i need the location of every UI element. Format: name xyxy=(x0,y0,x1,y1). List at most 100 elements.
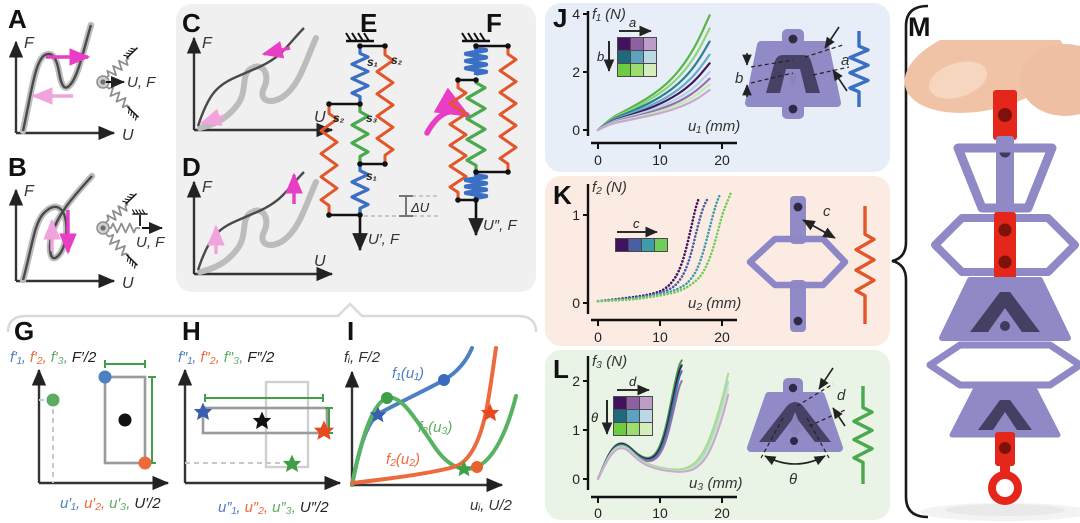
panel-K-label: K xyxy=(553,180,572,210)
wall-hatch-icon xyxy=(122,43,139,60)
a-sweep-label: a xyxy=(629,15,636,30)
wall-hatch-icon xyxy=(123,105,140,122)
panel-C-label: C xyxy=(182,8,201,38)
j-curve-family xyxy=(596,14,711,132)
previous-rectangle xyxy=(264,380,310,469)
j-y-axis-title: f₁ (N) xyxy=(592,6,626,23)
i-x-axis-label: uᵢ, U/2 xyxy=(470,497,513,514)
panel-D-ylabel: F xyxy=(202,179,213,196)
coupled-curve-shadow xyxy=(197,179,319,275)
j-xtick-20: 20 xyxy=(714,152,730,168)
compressed-spring-s1-top xyxy=(463,46,489,76)
coupled-curve xyxy=(196,171,305,271)
k-x-ticks xyxy=(597,320,723,326)
panel-G: G f′₁, f′₂, f′₃, F′/2 u′₁, u′₂, u′₃, U′/2 xyxy=(10,316,170,512)
panel-A-xlabel: U xyxy=(122,127,134,144)
l-y-axis-title: f₃ (N) xyxy=(592,353,627,370)
coupled-curve xyxy=(196,27,305,127)
l-dimension-arrows xyxy=(760,367,846,466)
panel-E-load-label: U′, F xyxy=(368,231,400,248)
panel-B-label: B xyxy=(8,152,27,182)
s2-label: s₂ xyxy=(333,111,345,125)
j-dim-b-label: b xyxy=(735,70,743,87)
panel-A-load-label: U, F xyxy=(127,74,156,91)
s2-label: s₂ xyxy=(391,53,403,67)
panel-F-load-label: U″, F xyxy=(483,217,517,234)
j-ytick-0: 0 xyxy=(572,122,580,138)
panel-M-label: M xyxy=(908,12,931,42)
panel-L: L 2 1 0 f₃ (N) 0 10 20 u₃ (mm) d θ xyxy=(545,350,890,521)
k-y-axis-title: f₂ (N) xyxy=(592,179,627,196)
j-x-ticks xyxy=(597,143,723,149)
k-xtick-10: 10 xyxy=(652,329,668,345)
orange-dot xyxy=(471,461,483,473)
l-curve-family xyxy=(597,359,730,480)
k-ytick-0: 0 xyxy=(572,295,580,311)
f2-curve xyxy=(350,346,498,485)
k-y-ticks xyxy=(583,214,588,304)
green-star xyxy=(455,460,473,477)
panel-I-label: I xyxy=(347,316,354,346)
coupled-curve-shadow xyxy=(197,35,319,131)
black-star xyxy=(252,411,272,429)
panel-J-label: J xyxy=(553,3,567,33)
network-nodes xyxy=(455,43,511,203)
l-xtick-0: 0 xyxy=(594,505,602,521)
blue-dot xyxy=(438,374,450,386)
green-dot xyxy=(381,392,393,404)
l-x-ticks xyxy=(597,497,723,503)
force-curve xyxy=(21,24,93,132)
k-part-photo xyxy=(746,196,849,332)
bistable-frame-part xyxy=(953,143,1057,213)
h-y-axis-label: f″₁, f″₂, f″₃, F″/2 xyxy=(178,349,275,366)
d-sweep-label: d xyxy=(629,374,637,389)
l-x-axis-title: u₃ (mm) xyxy=(689,475,742,492)
panel-I: I fᵢ, F/2 f₁(u₁) f₃(u₃) f₂(u₂) uᵢ, U/2 xyxy=(344,316,518,514)
orange-spring-icon xyxy=(854,206,876,324)
j-x-axis-title: u₁ (mm) xyxy=(688,118,740,135)
wall-hatch-icon xyxy=(131,208,149,215)
green-range-brackets xyxy=(104,360,156,464)
k-parameter-grid xyxy=(615,238,668,252)
orange-star xyxy=(313,420,335,440)
operating-rectangle xyxy=(201,406,329,435)
k-ytick-1: 1 xyxy=(572,207,580,223)
green-state-dot xyxy=(46,393,60,407)
l-dim-d-label: d xyxy=(837,387,846,404)
panel-K: K 1 0 f₂ (N) 0 10 20 u₂ (mm) c xyxy=(545,176,890,346)
j-parameter-grid xyxy=(617,37,657,77)
panel-C-ylabel: F xyxy=(202,35,213,52)
green-range-brackets xyxy=(204,394,333,434)
j-ytick-2: 2 xyxy=(572,64,580,80)
orange-state-dot xyxy=(138,456,152,470)
j-y-ticks xyxy=(583,13,588,131)
k-xtick-20: 20 xyxy=(714,329,730,345)
guide-dashes xyxy=(39,399,54,483)
panel-F: F U″, F xyxy=(448,8,518,237)
l-part-photo xyxy=(747,378,843,452)
red-link xyxy=(994,212,1016,280)
panel-B: B F U U, F xyxy=(8,152,165,292)
f2-curve-label: f₂(u₂) xyxy=(386,451,420,468)
compressed-spring-s1-bottom xyxy=(463,173,489,201)
delta-u-label: ΔU xyxy=(410,200,430,215)
j-part-channel xyxy=(766,55,820,93)
panel-G-label: G xyxy=(14,316,34,346)
theta-sweep-label: θ xyxy=(591,410,598,425)
h-x-axis-label: u″₁, u″₂, u″₃, U″/2 xyxy=(218,499,329,516)
panel-H-label: H xyxy=(182,316,201,346)
v-channel-part xyxy=(939,277,1071,341)
metamaterial-chain xyxy=(926,90,1080,505)
hexagon-part xyxy=(931,214,1079,276)
l-xtick-20: 20 xyxy=(714,505,730,521)
panel-L-label: L xyxy=(553,354,569,384)
red-hook-ring xyxy=(988,471,1022,505)
transition-arrow xyxy=(261,41,291,59)
k-xtick-0: 0 xyxy=(594,329,602,345)
fingers xyxy=(904,40,1080,116)
panel-D: D F U xyxy=(182,152,334,282)
assembly-brace xyxy=(891,4,929,519)
table-shadow xyxy=(945,504,1065,516)
l-parameter-grid xyxy=(613,396,653,436)
